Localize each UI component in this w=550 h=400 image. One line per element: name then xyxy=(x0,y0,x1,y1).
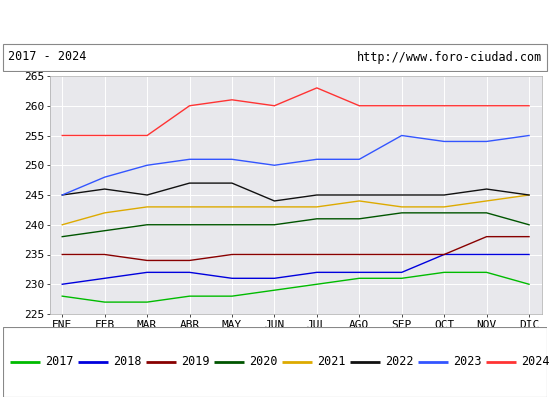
Text: Evolucion num de emigrantes en Fernán-Núñez: Evolucion num de emigrantes en Fernán-Nú… xyxy=(78,12,472,30)
Text: 2018: 2018 xyxy=(113,355,141,368)
Text: 2020: 2020 xyxy=(249,355,278,368)
FancyBboxPatch shape xyxy=(3,44,547,70)
Text: 2017: 2017 xyxy=(45,355,74,368)
Text: 2023: 2023 xyxy=(453,355,482,368)
Text: 2022: 2022 xyxy=(385,355,414,368)
Text: 2017 - 2024: 2017 - 2024 xyxy=(8,50,87,64)
FancyBboxPatch shape xyxy=(3,327,547,397)
Text: 2024: 2024 xyxy=(521,355,550,368)
Text: 2021: 2021 xyxy=(317,355,346,368)
Text: 2019: 2019 xyxy=(181,355,210,368)
Text: http://www.foro-ciudad.com: http://www.foro-ciudad.com xyxy=(356,50,542,64)
